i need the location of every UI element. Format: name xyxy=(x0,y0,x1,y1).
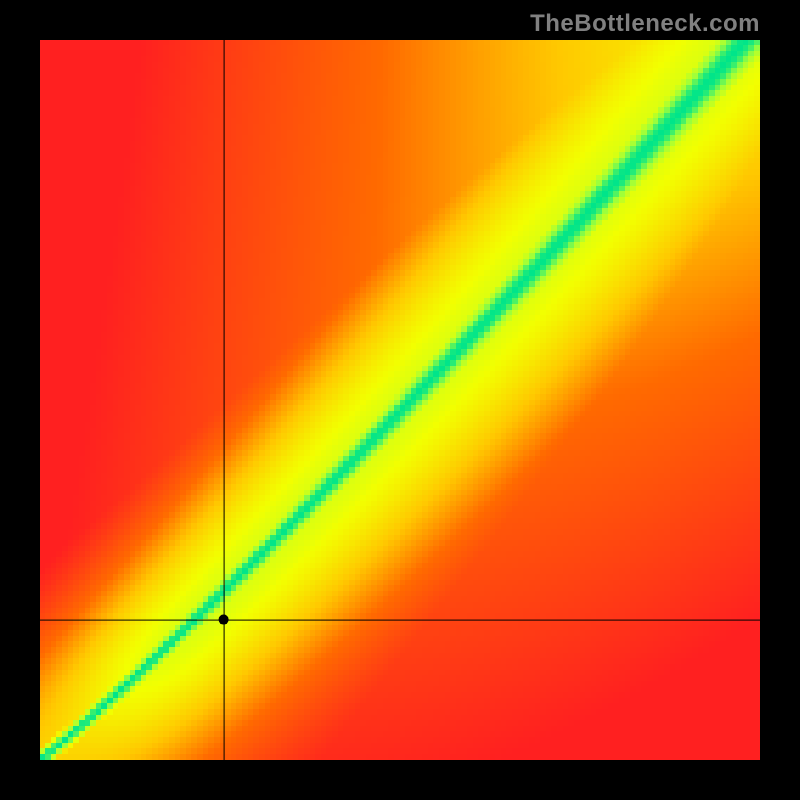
chart-frame: TheBottleneck.com xyxy=(0,0,800,800)
watermark-text: TheBottleneck.com xyxy=(530,10,760,38)
heatmap-canvas xyxy=(40,40,760,760)
heatmap-plot xyxy=(40,40,760,760)
